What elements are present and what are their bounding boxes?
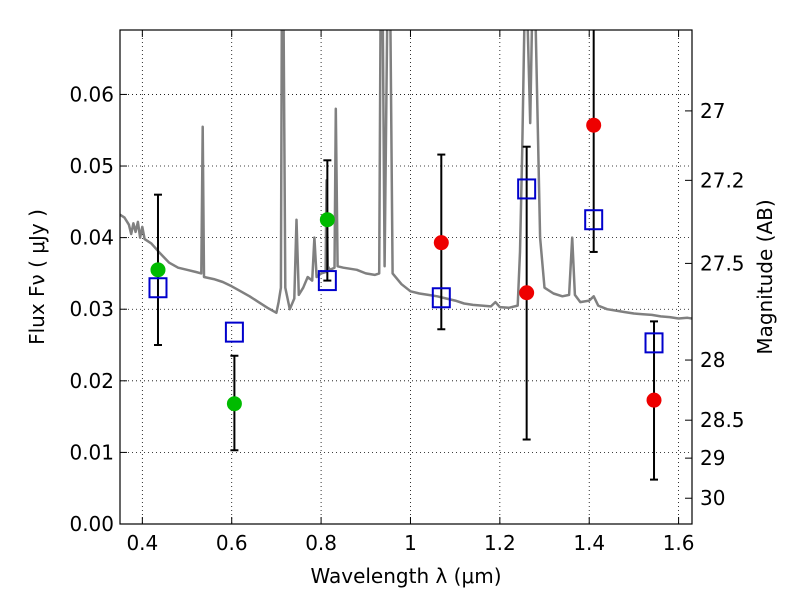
circle-red-point	[519, 285, 535, 301]
right-tick-label: 29	[700, 446, 725, 470]
right-tick-label: 30	[700, 486, 725, 510]
x-tick-label: 1.2	[484, 531, 516, 555]
plot-frame	[119, 29, 693, 525]
x-tick-label: 0.8	[305, 531, 337, 555]
model-band-square	[517, 178, 537, 200]
circle-green-point	[226, 396, 242, 412]
x-tick-label: 1.4	[573, 531, 605, 555]
right-axis-label: Magnitude (AB)	[753, 199, 777, 354]
y-tick-label: 0.04	[69, 226, 114, 250]
right-tick-label: 27.5	[700, 251, 745, 275]
model-band-square	[224, 321, 244, 343]
x-tick-label: 1	[404, 531, 417, 555]
axis-ticks: 0.4 0.6 0.8 1 1.2 1.4 1.6 0.00 0.01 0.02 0.03 0.04 0…	[69, 30, 745, 555]
grid-lines	[120, 30, 692, 524]
circle-red-point	[586, 117, 602, 133]
right-tick-label: 28.5	[700, 408, 745, 432]
circle-red-point	[433, 235, 449, 251]
x-tick-label: 0.4	[126, 531, 158, 555]
right-tick-label: 27.2	[700, 168, 745, 192]
data-markers	[148, 117, 664, 412]
x-axis-label: Wavelength λ (μm)	[310, 564, 501, 588]
circle-red-point	[646, 392, 662, 408]
model-band-square	[644, 332, 664, 354]
x-tick-label: 0.6	[216, 531, 248, 555]
x-tick-label: 1.6	[663, 531, 695, 555]
y-tick-label: 0.02	[69, 369, 114, 393]
y-tick-label: 0.03	[69, 297, 114, 321]
y-tick-label: 0.01	[69, 440, 114, 464]
model-band-square	[148, 277, 168, 299]
y-tick-label: 0.05	[69, 154, 114, 178]
model-band-square	[431, 287, 451, 309]
y-tick-label: 0.06	[69, 82, 114, 106]
model-spectrum-line	[120, 30, 692, 320]
model-spectrum	[120, 30, 692, 320]
model-band-square	[317, 270, 337, 292]
model-band-square	[584, 209, 604, 231]
y-tick-label: 0.00	[69, 512, 114, 536]
circle-green-point	[150, 262, 166, 278]
y-axis-label: Flux Fν ( μJy )	[25, 209, 49, 345]
right-tick-label: 28	[700, 348, 725, 372]
error-bars	[153, 30, 659, 481]
circle-green-point	[319, 212, 335, 228]
right-tick-label: 27	[700, 99, 725, 123]
